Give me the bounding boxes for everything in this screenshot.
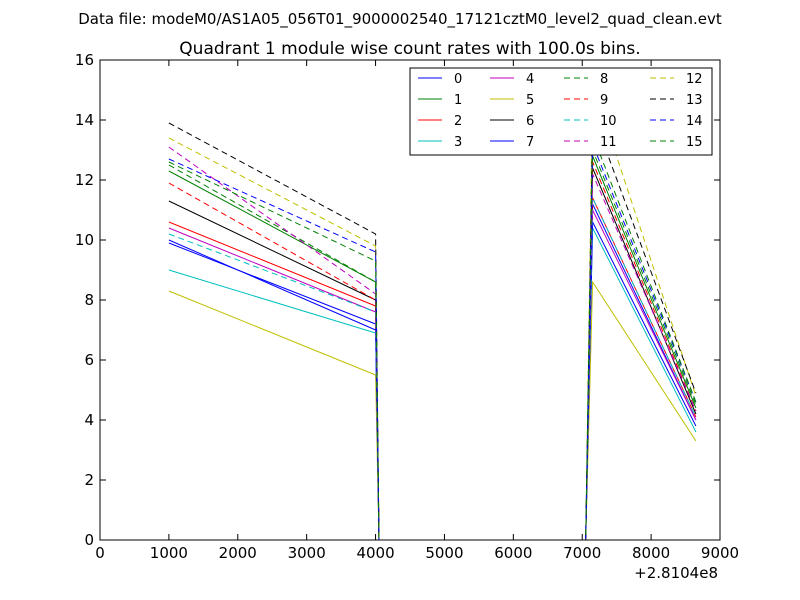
y-tick-label: 14: [75, 111, 94, 129]
x-tick-label: 7000: [563, 544, 601, 562]
x-tick-label: 4000: [356, 544, 394, 562]
legend-label-8: 8: [600, 72, 608, 87]
series-line-14: [168, 143, 697, 541]
legend-label-0: 0: [454, 72, 462, 87]
legend-label-15: 15: [686, 135, 703, 150]
suptitle: Data file: modeM0/AS1A05_056T01_90000025…: [78, 10, 722, 29]
legend-label-5: 5: [526, 93, 534, 108]
y-tick-label: 0: [84, 531, 94, 549]
legend-label-11: 11: [600, 135, 617, 150]
tick-layer: 0 1000 2000 3000 4000 5000 6000 7000 8000 9000 0 2 4…: [75, 51, 739, 562]
chart-title: Quadrant 1 module wise count rates with …: [179, 39, 640, 59]
x-tick-label: 0: [95, 544, 105, 562]
legend-label-3: 3: [454, 135, 462, 150]
legend-label-7: 7: [526, 135, 534, 150]
legend-label-14: 14: [686, 114, 703, 129]
legend-label-2: 2: [454, 114, 462, 129]
x-offset-label: +2.8104e8: [634, 564, 718, 582]
legend-label-12: 12: [686, 72, 703, 87]
y-tick-label: 6: [84, 351, 94, 369]
y-tick-label: 10: [75, 231, 94, 249]
y-tick-label: 4: [84, 411, 94, 429]
x-tick-label: 1000: [150, 544, 188, 562]
y-tick-label: 12: [75, 171, 94, 189]
x-tick-label: 3000: [288, 544, 326, 562]
legend-label-9: 9: [600, 93, 608, 108]
x-tick-label: 9000: [701, 544, 739, 562]
legend-label-10: 10: [600, 114, 617, 129]
legend-label-6: 6: [526, 114, 534, 129]
x-tick-label: 8000: [632, 544, 670, 562]
x-tick-label: 2000: [219, 544, 257, 562]
y-tick-label: 8: [84, 291, 94, 309]
y-tick-label: 2: [84, 471, 94, 489]
legend-label-1: 1: [454, 93, 462, 108]
y-tick-label: 16: [75, 51, 94, 69]
legend-label-13: 13: [686, 93, 703, 108]
legend-label-4: 4: [526, 72, 534, 87]
x-tick-label: 5000: [425, 544, 463, 562]
x-tick-label: 6000: [494, 544, 532, 562]
